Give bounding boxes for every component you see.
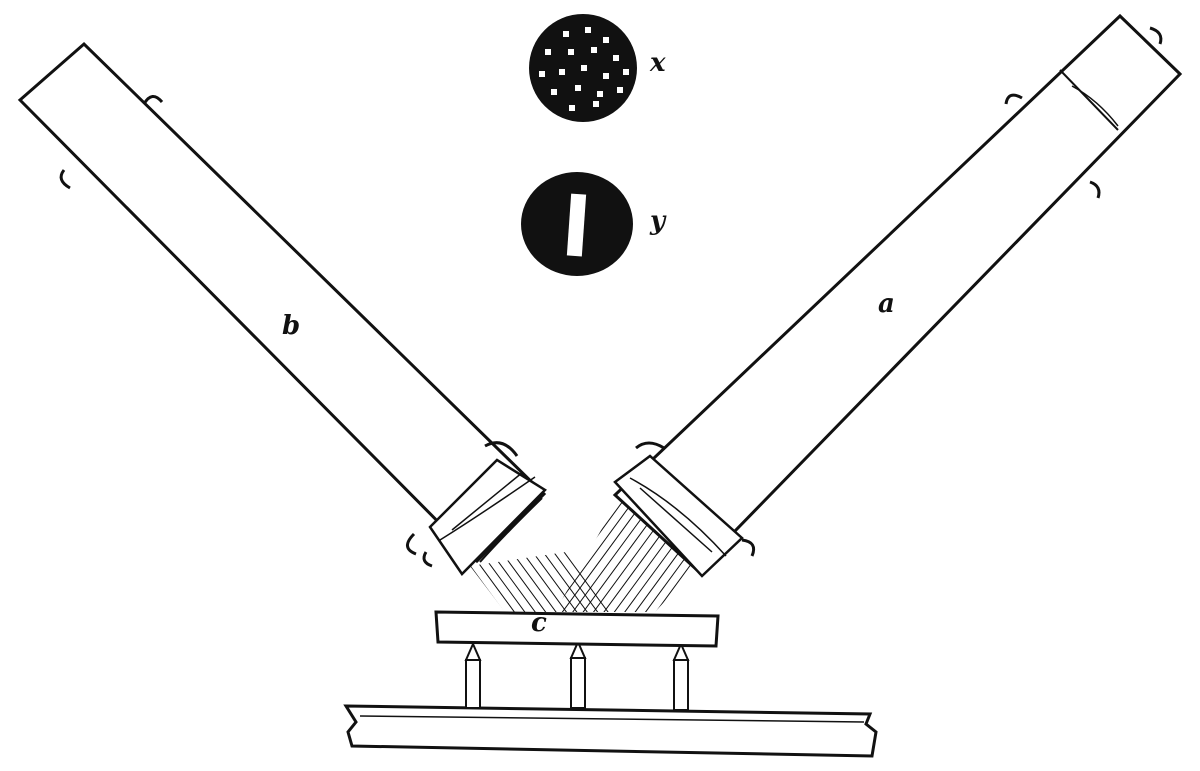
label-stage-c: c bbox=[531, 608, 547, 638]
label-disc-x: x bbox=[650, 48, 666, 78]
label-tube-b: b bbox=[282, 311, 301, 341]
support-pin-right bbox=[672, 641, 690, 711]
disc-y bbox=[521, 172, 633, 276]
stage-plate-c bbox=[434, 610, 720, 648]
base-plank bbox=[343, 704, 878, 758]
tube-a bbox=[612, 13, 1183, 578]
support-pin-middle bbox=[569, 639, 587, 709]
support-pins bbox=[464, 639, 690, 711]
label-tube-a: a bbox=[878, 289, 895, 319]
label-disc-y: y bbox=[650, 206, 666, 236]
tube-b bbox=[17, 41, 547, 576]
support-pin-left bbox=[464, 641, 482, 709]
disc-x bbox=[529, 14, 637, 122]
